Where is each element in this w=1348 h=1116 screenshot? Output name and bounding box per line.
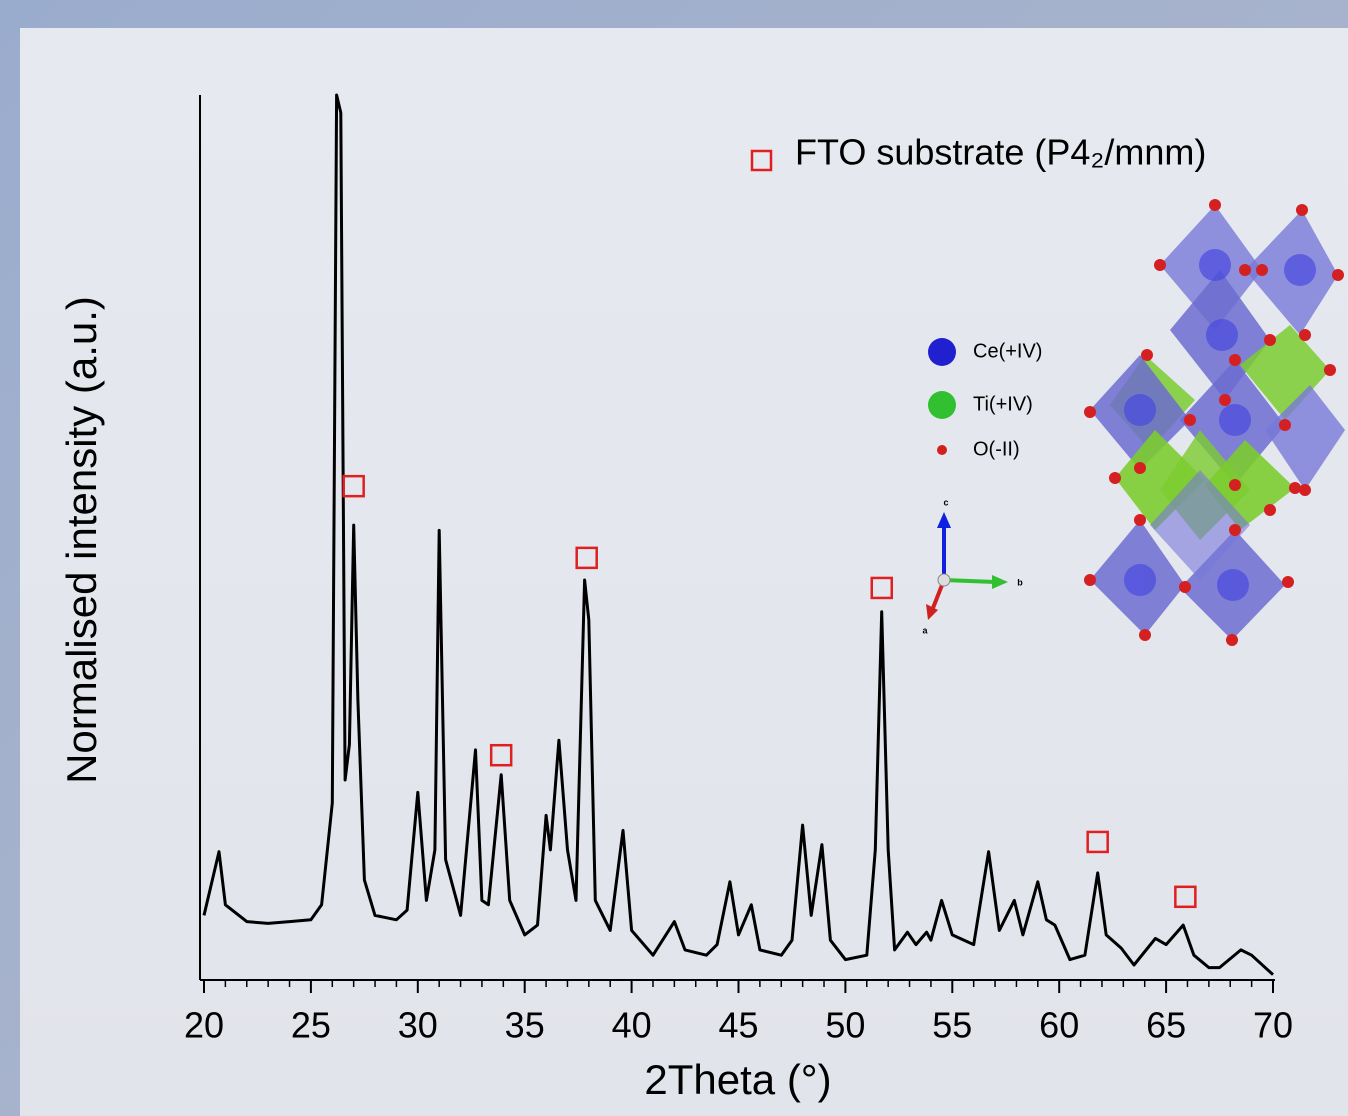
x-tick-label: 70 bbox=[1253, 1005, 1293, 1046]
xrd-line bbox=[202, 93, 1275, 976]
fto-marker bbox=[870, 576, 893, 600]
structure-legend-label: Ce(+IV) bbox=[973, 340, 1042, 362]
fto-marker bbox=[575, 546, 598, 570]
x-tick-label: 20 bbox=[184, 1005, 224, 1046]
crystal-axis-label: a bbox=[922, 625, 928, 635]
structure-legend-dot bbox=[937, 445, 947, 455]
x-tick-label: 40 bbox=[612, 1005, 652, 1046]
crystal-axis-label: c bbox=[943, 497, 948, 507]
structure-legend-label: Ti(+IV) bbox=[973, 393, 1033, 415]
x-tick-label: 50 bbox=[825, 1005, 865, 1046]
fto-marker bbox=[342, 474, 365, 498]
fto-marker bbox=[1174, 885, 1197, 909]
fto-marker bbox=[489, 743, 513, 767]
x-axis-label: 2Theta (°) bbox=[644, 1056, 831, 1103]
x-tick-label: 55 bbox=[932, 1005, 972, 1046]
x-tick-label: 35 bbox=[505, 1005, 545, 1046]
crystal-axis-label: b bbox=[1017, 577, 1023, 587]
crystal-structure: Ce(+IV) Ti(+IV) O(-II) c b a bbox=[922, 199, 1345, 646]
fto-marker bbox=[1086, 830, 1109, 854]
legend-label: FTO substrate (P4₂/mnm) bbox=[795, 132, 1206, 173]
x-tick-label: 60 bbox=[1039, 1005, 1079, 1046]
legend-marker bbox=[750, 149, 773, 172]
structure-legend-dot bbox=[928, 391, 956, 419]
y-axis-label: Normalised intensity (a.u.) bbox=[58, 296, 105, 784]
x-tick-label: 30 bbox=[398, 1005, 438, 1046]
structure-legend-dot bbox=[928, 338, 956, 366]
x-tick-label: 45 bbox=[718, 1005, 758, 1046]
structure-legend-label: O(-II) bbox=[973, 438, 1020, 460]
x-tick-label: 65 bbox=[1146, 1005, 1186, 1046]
x-tick-label: 25 bbox=[291, 1005, 331, 1046]
